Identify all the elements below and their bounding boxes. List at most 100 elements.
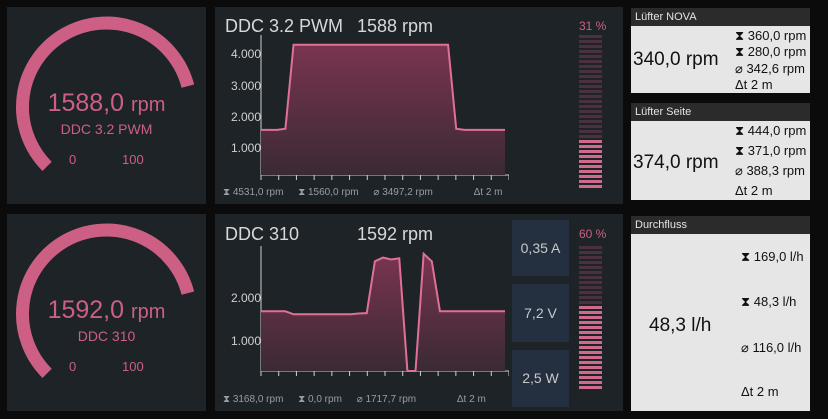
meter-segment xyxy=(579,115,602,118)
card-value: 340,0 rpm xyxy=(633,49,719,70)
meter-segment xyxy=(579,306,602,309)
meter-segment xyxy=(579,150,602,153)
gauge-value: 1588,0 rpm xyxy=(47,89,166,117)
meter-segment xyxy=(579,351,602,354)
rpm-area-chart xyxy=(260,35,509,180)
card-title: Lüfter NOVA xyxy=(631,8,810,26)
series-line xyxy=(261,251,505,372)
card-value: 374,0 rpm xyxy=(633,152,719,173)
meter-segment xyxy=(579,105,602,108)
average-icon: ⌀ xyxy=(741,340,749,355)
meter-segment xyxy=(579,271,602,274)
meter-segment xyxy=(579,80,602,83)
meter-segment xyxy=(579,65,602,68)
meter-segment xyxy=(579,361,602,364)
meter-segment xyxy=(579,35,602,38)
average-icon: ⌀ xyxy=(735,163,743,178)
meter-segment xyxy=(579,261,602,264)
y-tick-label: 4.000 xyxy=(230,47,261,61)
gauge-max-label: 100 xyxy=(122,152,144,167)
meter-segment xyxy=(579,110,602,113)
chart-title: DDC 3.2 PWM xyxy=(225,16,344,36)
meter-segment xyxy=(579,40,602,43)
level-meter xyxy=(579,35,602,190)
level-meter xyxy=(579,246,602,391)
chart-panel-ddc32: DDC 3.2 PWM 1588 rpm 31 % 4.000 3.000 2.… xyxy=(215,7,623,204)
meter-segment xyxy=(579,276,602,279)
meter-segment xyxy=(579,316,602,319)
meter-segment xyxy=(579,140,602,143)
span-stat: Δt 2 m xyxy=(735,77,773,92)
min-stat: ⧗ 1560,0 rpm xyxy=(298,187,359,198)
meter-segment xyxy=(579,251,602,254)
max-stat: ⧗ 169,0 l/h xyxy=(741,249,804,264)
gauge-label: DDC 310 xyxy=(77,328,136,344)
avg-stat: ⌀ 116,0 l/h xyxy=(741,340,802,355)
card-luefter-nova: Lüfter NOVA 340,0 rpm ⧗ 360,0 rpm ⧗ 280,… xyxy=(631,8,810,93)
chart-title: DDC 310 xyxy=(225,224,300,244)
min-stat: ⧗ 48,3 l/h xyxy=(741,294,797,309)
hourglass-up-icon: ⧗ xyxy=(735,28,745,43)
delta-time-icon: Δt xyxy=(741,384,754,399)
hourglass-down-icon: ⧗ xyxy=(735,44,745,59)
meter-segment xyxy=(579,130,602,133)
meter-segment xyxy=(579,341,602,344)
max-stat: ⧗ 3168,0 rpm xyxy=(223,394,284,405)
delta-time-icon: Δt xyxy=(735,183,748,198)
meter-segment xyxy=(579,165,602,168)
meter-segment xyxy=(579,50,602,53)
average-icon: ⌀ xyxy=(735,61,743,76)
meter-segment xyxy=(579,356,602,359)
avg-stat: ⌀ 388,3 rpm xyxy=(735,163,805,178)
chart-stats: ⧗ 3168,0 rpm ⧗ 0,0 rpm ⌀ 1717,7 rpm Δt 2… xyxy=(223,394,498,405)
meter-segment xyxy=(579,170,602,173)
meter-segment xyxy=(579,135,602,138)
hourglass-up-icon: ⧗ xyxy=(735,123,745,138)
gauge-label: DDC 3.2 PWM xyxy=(60,121,153,137)
gauge-panel-ddc310: 1592,0 rpm DDC 310 0 100 xyxy=(7,214,206,411)
meter-segment xyxy=(579,95,602,98)
y-tick-label: 2.000 xyxy=(230,291,261,305)
gauge-min-label: 0 xyxy=(69,152,77,167)
meter-segment xyxy=(579,301,602,304)
y-tick-label: 1.000 xyxy=(230,141,261,155)
hourglass-down-icon: ⧗ xyxy=(741,294,751,309)
meter-segment xyxy=(579,60,602,63)
series-area xyxy=(261,44,505,176)
current-metric: 0,35 A xyxy=(512,220,569,276)
avg-stat: ⌀ 3497,2 rpm xyxy=(373,187,433,198)
card-title: Durchfluss xyxy=(631,216,810,234)
chart-stats: ⧗ 4531,0 rpm ⧗ 1560,0 rpm ⌀ 3497,2 rpm Δ… xyxy=(223,187,514,198)
y-tick-label: 1.000 xyxy=(230,334,261,348)
card-value: 48,3 l/h xyxy=(649,315,712,336)
meter-segment xyxy=(579,286,602,289)
meter-segment xyxy=(579,180,602,183)
delta-time-icon: Δt xyxy=(735,77,748,92)
gauge-min-label: 0 xyxy=(69,359,77,374)
meter-segment xyxy=(579,266,602,269)
meter-segment xyxy=(579,371,602,374)
meter-segment xyxy=(579,100,602,103)
meter-segment xyxy=(579,376,602,379)
meter-segment xyxy=(579,331,602,334)
avg-stat: ⌀ 342,6 rpm xyxy=(735,61,805,76)
min-stat: ⧗ 371,0 rpm xyxy=(735,143,807,158)
meter-segment xyxy=(579,70,602,73)
y-tick-label: 3.000 xyxy=(230,79,261,93)
meter-segment xyxy=(579,281,602,284)
max-stat: ⧗ 4531,0 rpm xyxy=(223,187,284,198)
card-title: Lüfter Seite xyxy=(631,103,810,121)
meter-segment xyxy=(579,296,602,299)
meter-segment xyxy=(579,75,602,78)
meter-segment xyxy=(579,185,602,188)
meter-segment xyxy=(579,256,602,259)
span-stat: Δt 2 m xyxy=(456,394,486,405)
gauge-panel-ddc32: 1588,0 rpm DDC 3.2 PWM 0 100 xyxy=(7,7,206,204)
min-stat: ⧗ 280,0 rpm xyxy=(735,44,807,59)
rpm-area-chart xyxy=(260,246,509,376)
span-stat: Δt 2 m xyxy=(735,183,773,198)
card-durchfluss: Durchfluss 48,3 l/h ⧗ 169,0 l/h ⧗ 48,3 l… xyxy=(631,216,810,411)
voltage-metric: 7,2 V xyxy=(512,284,569,342)
min-stat: ⧗ 0,0 rpm xyxy=(298,394,342,405)
max-stat: ⧗ 444,0 rpm xyxy=(735,123,807,138)
